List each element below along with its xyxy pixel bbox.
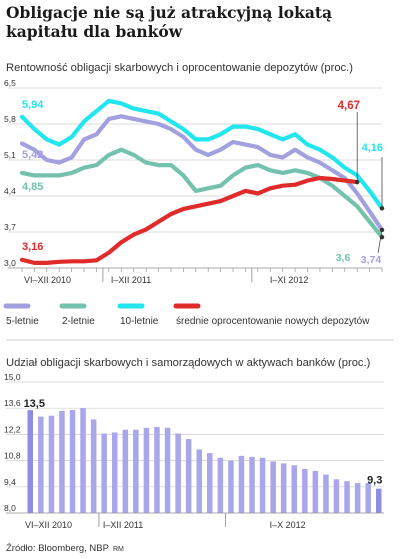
bar: [323, 474, 329, 513]
data-label-2-letnie-start: 4,85: [22, 181, 43, 193]
source-note: Źródło: Bloomberg, NBP RM: [6, 543, 124, 554]
bar: [27, 410, 33, 513]
data-label-5-letnie-end: 3,74: [361, 254, 382, 266]
x-tick-label: I–X 2012: [270, 520, 306, 530]
y-tick-label: 12,2: [4, 424, 21, 434]
y-tick-label: 3,0: [4, 258, 16, 268]
bar: [154, 426, 160, 513]
bar: [354, 483, 361, 513]
y-tick-label: 3,7: [4, 222, 16, 232]
bar: [238, 455, 245, 513]
data-label-deposits-start: 3,16: [22, 241, 43, 253]
data-label-2-letnie-end: 3,6: [336, 252, 351, 264]
data-label-10-letnie-end: 4,16: [362, 142, 383, 154]
author-initials: RM: [112, 546, 124, 553]
bar: [312, 470, 319, 513]
x-tick-label: I–XII 2011: [103, 520, 143, 530]
bar: [38, 416, 44, 513]
bar: [270, 461, 276, 513]
bar: [48, 415, 55, 513]
y-tick-label: 4,4: [4, 186, 16, 196]
bar: [228, 460, 234, 513]
series-line: [19, 147, 385, 240]
bar: [69, 410, 76, 513]
series-line: [19, 114, 385, 232]
y-tick-label: 6,5: [4, 78, 16, 88]
bar: [90, 419, 97, 513]
source-text: Źródło: Bloomberg, NBP: [6, 543, 109, 554]
bar: [122, 429, 129, 513]
bar: [207, 453, 213, 513]
y-tick-label: 13,6: [4, 398, 21, 408]
series-line: [19, 175, 360, 265]
legend-label: 5-letnie: [6, 316, 39, 327]
y-tick-label: 8,0: [4, 503, 16, 513]
bar: [175, 433, 181, 513]
line-chart-title: Rentowność obligacji skarbowych i oproce…: [6, 62, 353, 74]
bar: [259, 457, 266, 513]
y-tick-label: 5,8: [4, 114, 16, 124]
data-label-10-letnie-start: 5,94: [22, 99, 44, 111]
legend-label: 10-letnie: [120, 316, 159, 327]
y-tick-label: 10,8: [4, 451, 21, 461]
y-tick-label: 5,1: [4, 150, 16, 160]
y-tick-label: 15,0: [4, 372, 21, 382]
bar: [333, 479, 340, 513]
bar: [185, 439, 192, 513]
page-title: Obligacje nie są już atrakcyjną lokatą k…: [6, 3, 333, 41]
bar: [112, 432, 118, 513]
legend-label: średnie oprocentowanie nowych depozytów: [176, 316, 370, 327]
series-line: [19, 98, 385, 211]
bar-chart-title: Udział obligacji skarbowych i samorządow…: [6, 357, 371, 369]
bar: [133, 429, 139, 513]
bar: [291, 465, 297, 513]
x-tick-label: VI–XII 2010: [24, 275, 71, 285]
data-label-deposits-end: 4,67: [338, 100, 360, 112]
data-label-5-letnie-start: 5,42: [22, 149, 43, 161]
bar: [280, 463, 287, 513]
bar: [80, 408, 86, 513]
bar: [196, 449, 202, 513]
x-tick-label: VI–XII 2010: [25, 520, 72, 530]
bar: [164, 427, 171, 513]
bar: [344, 481, 350, 513]
data-label-bar-start: 13,5: [24, 398, 45, 410]
bar: [143, 427, 150, 513]
leader-line: [377, 229, 383, 254]
data-label-bar-end: 9,3: [367, 475, 382, 487]
bar: [59, 411, 65, 513]
bar: [365, 483, 371, 513]
bar: [101, 433, 107, 513]
bar: [302, 469, 308, 513]
bar: [376, 488, 382, 513]
x-tick-label: I–XII 2011: [111, 275, 151, 285]
legend-label: 2-letnie: [62, 316, 95, 327]
bar: [249, 456, 255, 513]
x-tick-label: I–XI 2012: [270, 275, 309, 285]
bar: [217, 457, 224, 513]
y-tick-label: 9,4: [4, 477, 16, 487]
